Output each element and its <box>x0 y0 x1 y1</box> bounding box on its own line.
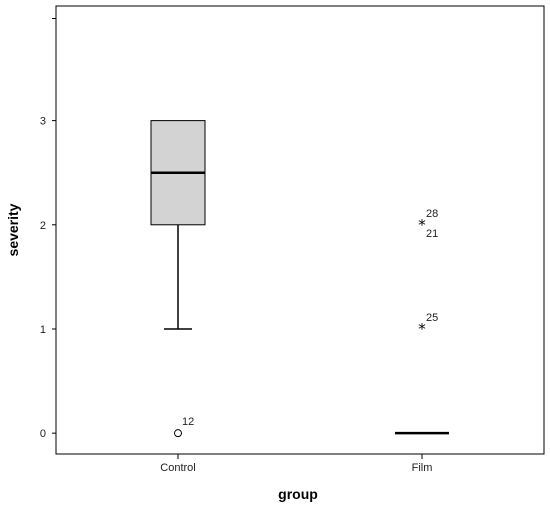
outlier-label: 28 <box>426 208 438 220</box>
outlier-label: 25 <box>426 312 438 324</box>
outlier-label: 12 <box>182 416 194 428</box>
outlier-label: 21 <box>426 228 438 240</box>
x-tick-label: Film <box>412 462 433 474</box>
y-tick-label: 1 <box>40 324 46 336</box>
x-axis-title: group <box>278 486 318 502</box>
plot-frame <box>55 5 545 455</box>
y-axis-title: severity <box>5 203 21 256</box>
y-tick-label: 2 <box>40 220 46 232</box>
outlier-star: * <box>418 216 426 234</box>
outlier-circle <box>174 429 182 438</box>
y-tick-label: 0 <box>40 428 46 440</box>
outlier-star: * <box>418 320 426 338</box>
y-tick-label: 3 <box>40 116 46 128</box>
x-tick-label: Control <box>160 462 195 474</box>
